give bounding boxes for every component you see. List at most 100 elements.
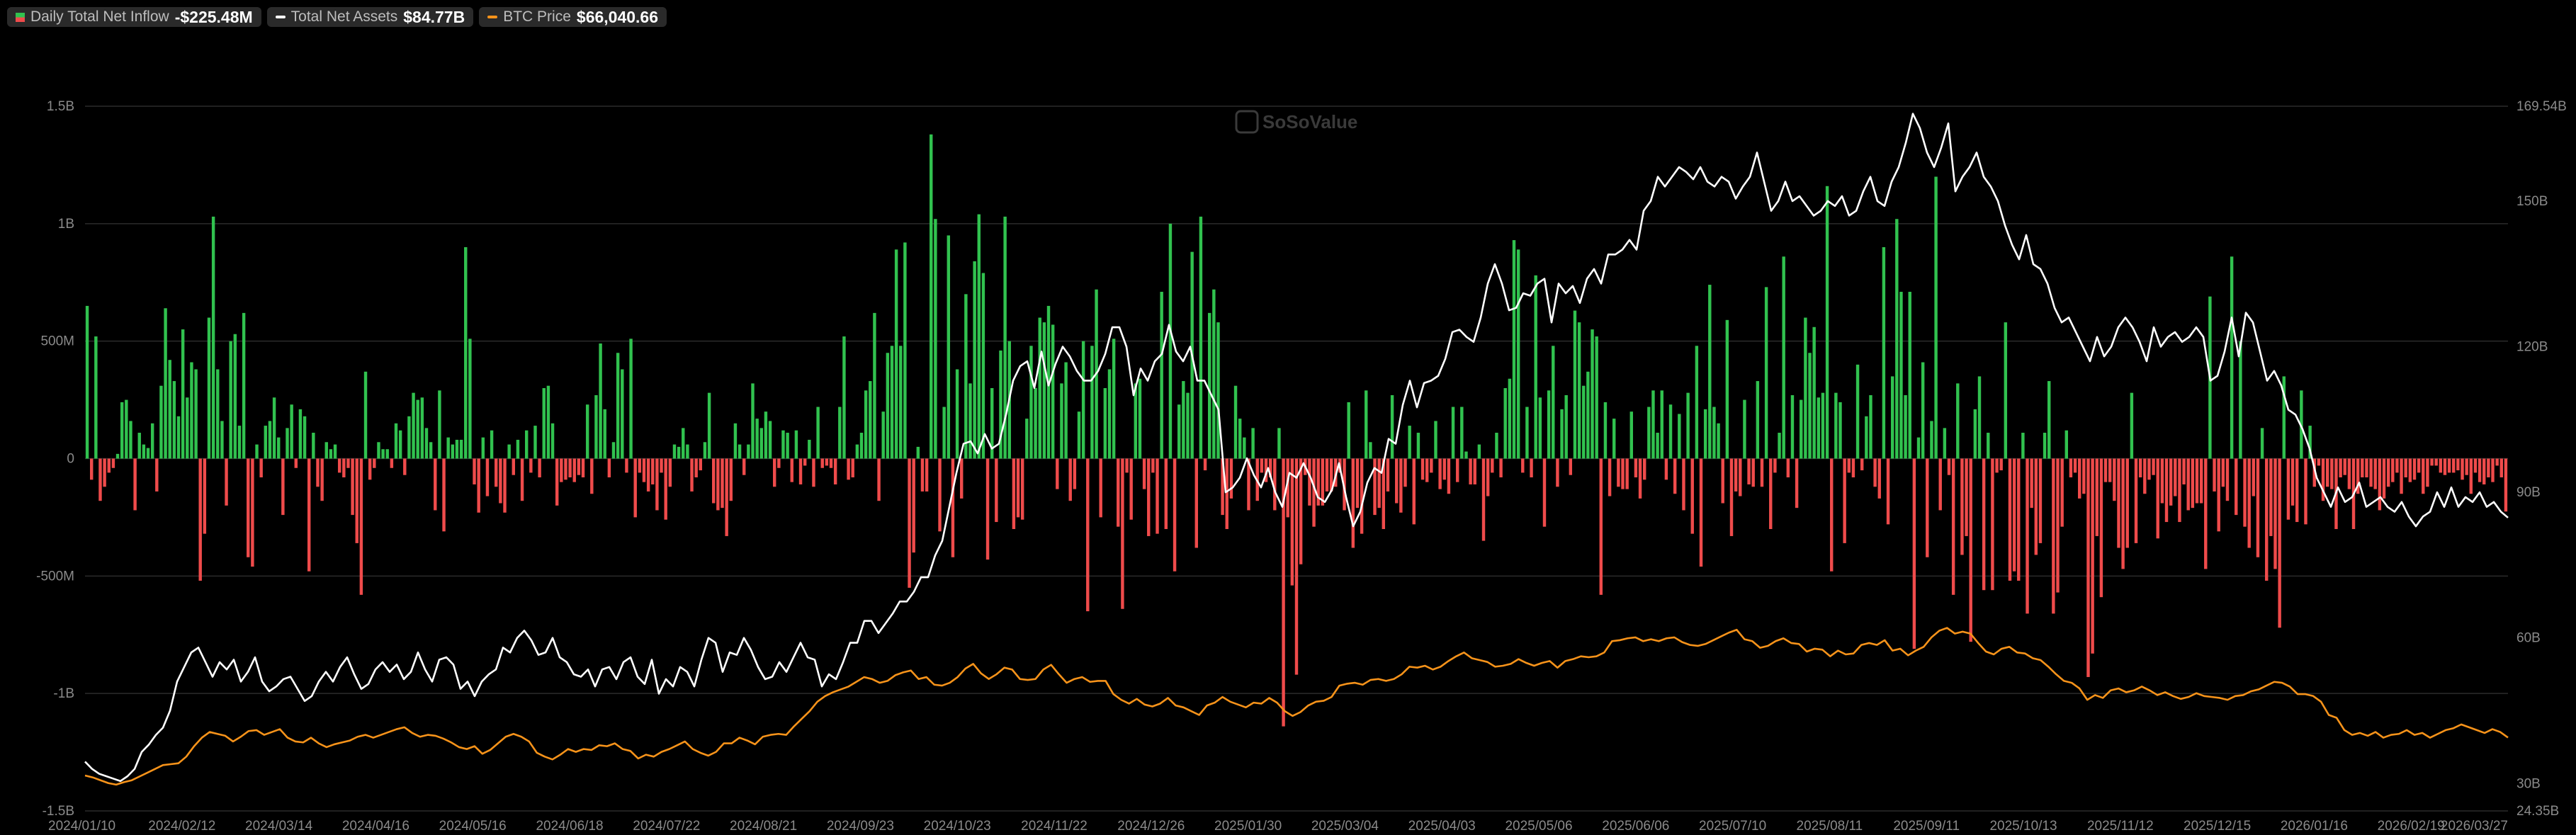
inflow-bar: [307, 458, 311, 572]
inflow-bar: [1268, 458, 1272, 478]
inflow-bar: [129, 421, 132, 459]
inflow-bar: [2461, 458, 2464, 480]
inflow-bar: [881, 411, 885, 459]
inflow-bar: [1134, 383, 1138, 459]
inflow-bar: [1125, 458, 1129, 473]
inflow-bar: [503, 458, 507, 513]
inflow-bar: [2260, 428, 2264, 459]
inflow-bar: [107, 458, 111, 473]
inflow-bar: [446, 437, 450, 459]
inflow-bar: [1286, 458, 1289, 518]
inflow-bar: [2243, 458, 2247, 527]
inflow-bar: [816, 407, 820, 459]
inflow-bar: [842, 336, 846, 459]
x-tick-label: 2024/12/26: [1117, 819, 1185, 834]
inflow-bar: [855, 444, 859, 459]
sosovalue-logo-icon: [1235, 110, 1259, 134]
inflow-bar: [916, 446, 920, 459]
inflow-bar: [1121, 458, 1124, 609]
inflow-bar: [1686, 392, 1690, 459]
inflow-bar: [1025, 419, 1029, 459]
inflow-bar: [398, 430, 402, 459]
inflow-bar: [1438, 458, 1442, 489]
inflow-bar: [194, 369, 198, 459]
inflow-bar: [2030, 458, 2033, 509]
inflow-bar: [2469, 458, 2473, 494]
inflow-bar: [1795, 458, 1799, 509]
inflow-bar: [90, 458, 94, 480]
inflow-bar: [1525, 407, 1529, 459]
inflow-bar: [520, 458, 524, 501]
inflow-bar: [2012, 458, 2016, 572]
inflow-bar: [1051, 324, 1055, 459]
inflow-bar: [2499, 458, 2503, 478]
inflow-bar: [764, 411, 768, 459]
inflow-bar: [1290, 458, 1294, 586]
legend-item-flow[interactable]: Daily Total Net Inflow -$225.48M: [7, 7, 261, 27]
inflow-bar: [1212, 289, 1216, 459]
inflow-bar: [159, 385, 163, 459]
inflow-bar: [951, 458, 955, 557]
inflow-bar: [1416, 433, 1420, 459]
inflow-bar: [873, 312, 876, 459]
inflow-bar: [490, 430, 494, 459]
inflow-bar: [1860, 458, 1864, 471]
y-left-tick-label: -1.5B: [43, 804, 74, 819]
inflow-bar: [1103, 388, 1107, 459]
x-tick-label: 2026/03/27: [2441, 819, 2508, 834]
inflow-bar: [2086, 458, 2090, 677]
inflow-bar: [181, 329, 185, 459]
inflow-bar: [2434, 458, 2438, 466]
inflow-bar: [2125, 458, 2129, 548]
inflow-bar: [2156, 458, 2159, 539]
inflow-bar: [1603, 402, 1608, 459]
inflow-bar: [1299, 458, 1303, 564]
inflow-bar: [960, 458, 964, 499]
inflow-bar: [512, 458, 515, 475]
inflow-bar: [1695, 346, 1699, 459]
inflow-bar: [346, 458, 350, 468]
inflow-bar: [2199, 458, 2203, 504]
inflow-bar: [869, 381, 872, 459]
inflow-bar: [1621, 458, 1625, 489]
inflow-bar: [699, 458, 703, 471]
x-tick-label: 2026/02/19: [2378, 819, 2445, 834]
legend-item-btc[interactable]: BTC Price $66,040.66: [479, 7, 667, 27]
inflow-bar: [1382, 458, 1386, 529]
inflow-bar: [1412, 458, 1416, 525]
inflow-bar: [85, 305, 89, 459]
inflow-bar: [2021, 433, 2025, 459]
inflow-bar: [920, 458, 925, 492]
legend-label: BTC Price: [503, 8, 571, 25]
legend-item-assets[interactable]: Total Net Assets $84.77B: [266, 7, 474, 27]
inflow-bar: [2230, 256, 2234, 459]
inflow-bar: [2095, 458, 2098, 536]
inflow-bar: [2247, 458, 2251, 548]
inflow-bar: [1908, 292, 1911, 459]
inflow-bar: [1830, 458, 1834, 572]
inflow-bar: [1090, 346, 1094, 459]
inflow-bar: [1838, 402, 1842, 459]
inflow-bar: [363, 371, 368, 459]
inflow-bar: [1264, 458, 1268, 482]
inflow-bar: [1312, 458, 1316, 527]
inflow-bar: [459, 439, 463, 459]
inflow-bar: [2325, 458, 2329, 487]
inflow-bar: [1434, 421, 1437, 459]
inflow-bar: [759, 428, 763, 459]
inflow-bar: [677, 446, 681, 459]
inflow-bar: [1360, 458, 1364, 534]
legend: Daily Total Net Inflow -$225.48M Total Net…: [7, 7, 667, 27]
inflow-bar: [1099, 458, 1102, 518]
inflow-bar: [1712, 407, 1716, 459]
inflow-bar: [1503, 388, 1507, 459]
inflow-bar: [1725, 319, 1729, 459]
inflow-bar: [781, 430, 785, 459]
inflow-bar: [585, 404, 589, 459]
inflow-bar: [1395, 458, 1399, 504]
inflow-bar: [1682, 458, 1685, 511]
inflow-bar: [899, 346, 903, 459]
inflow-bar: [103, 458, 106, 487]
x-tick-label: 2025/10/13: [1989, 819, 2057, 834]
inflow-bar: [2317, 458, 2321, 466]
